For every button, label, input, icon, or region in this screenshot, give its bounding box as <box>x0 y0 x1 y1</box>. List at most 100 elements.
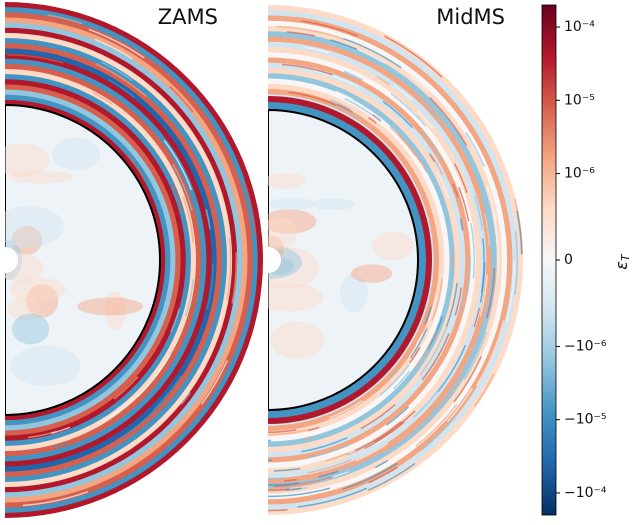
shell-streak <box>273 476 333 488</box>
core-eddy <box>10 345 81 387</box>
shell-streak <box>409 347 421 364</box>
shell-streak <box>330 99 352 111</box>
shell-streak <box>393 84 413 101</box>
shell-streak <box>388 367 400 380</box>
shell-streak <box>113 376 139 400</box>
shell-streak <box>431 278 443 321</box>
shell-streak <box>313 69 359 88</box>
shell-streak <box>420 100 446 129</box>
shell-streak <box>429 96 468 146</box>
shell-streak <box>442 204 453 255</box>
shell-streak <box>325 452 350 462</box>
shell-streak <box>354 421 402 452</box>
shell-streak <box>454 287 463 316</box>
shell-streak <box>459 296 465 314</box>
shell-streak <box>368 466 399 484</box>
shell-streak <box>226 237 232 301</box>
shell-streak <box>408 334 424 359</box>
core-eddy <box>339 274 368 313</box>
shell-streak <box>206 263 214 310</box>
shell-streak <box>268 508 288 512</box>
shell-streak <box>409 339 429 369</box>
shell-streak <box>417 110 434 129</box>
shell-streak <box>268 482 300 486</box>
shell-streak <box>414 329 438 368</box>
core-eddy <box>268 247 320 289</box>
core-eddy <box>5 205 64 248</box>
shell-streak <box>410 328 428 359</box>
shell-streak <box>329 400 363 419</box>
core-eddy <box>371 231 414 261</box>
shell-streak <box>382 100 414 129</box>
shell-streak <box>390 93 427 127</box>
shell-streak <box>303 435 314 440</box>
shell-streak <box>436 371 465 411</box>
shell-streak <box>335 90 353 100</box>
shell-streak <box>101 61 133 82</box>
shell-streak <box>178 399 214 441</box>
shell-streak <box>492 214 499 276</box>
shell-streak <box>421 417 456 451</box>
shell-streak <box>153 375 183 411</box>
shell-streak <box>516 210 523 255</box>
shell-streak <box>88 28 145 59</box>
core-eddy <box>11 225 43 255</box>
shell-streak <box>458 186 470 222</box>
shell-streak <box>480 195 492 251</box>
shell-streak <box>408 74 429 92</box>
colorbar-tick-label: 0 <box>564 252 573 268</box>
shell-streak <box>101 393 139 423</box>
shell-streak <box>360 403 396 430</box>
shell-streak <box>486 267 496 319</box>
shell-streak <box>424 306 432 325</box>
core-eddy <box>9 277 66 303</box>
core <box>268 108 419 412</box>
shell-streak <box>307 459 352 474</box>
shell-streak <box>47 14 82 25</box>
core-eddy <box>8 170 74 184</box>
shell-streak <box>470 223 475 279</box>
colorbar-tick-label: −10⁻⁶ <box>564 338 607 354</box>
shell-streak <box>397 133 422 163</box>
shell-streak <box>459 218 464 231</box>
shell-streak <box>137 353 172 397</box>
shell-streak <box>22 491 89 507</box>
shell-streak <box>172 164 193 211</box>
shell-streak <box>475 320 505 387</box>
shell-streak <box>334 464 352 473</box>
shell-streak <box>434 231 438 248</box>
shell-streak <box>242 179 257 236</box>
colorbar: 10⁻⁴ 10⁻⁵ 10⁻⁶ 0 −10⁻⁶ −10⁻⁵ −10⁻⁴ <box>541 4 607 516</box>
shell-streak <box>184 278 195 317</box>
shell-streak <box>182 196 194 243</box>
core-eddy <box>5 143 50 177</box>
shell-streak <box>415 403 458 447</box>
shell-streak <box>343 72 357 79</box>
shell-streak <box>172 183 184 212</box>
shell-streak <box>342 37 402 69</box>
shell-streak <box>373 410 416 443</box>
shell-streak <box>268 463 309 469</box>
colorbar-tick-label: 10⁻⁵ <box>564 92 595 108</box>
shell-streak <box>478 328 486 345</box>
shell-streak <box>330 39 357 50</box>
shell-streak <box>368 116 377 124</box>
core-eddy <box>350 264 393 283</box>
shell-streak <box>163 139 193 191</box>
core-eddy <box>311 198 356 211</box>
shell-streak <box>268 488 290 491</box>
core-eddy <box>269 197 315 211</box>
shell-streak <box>374 459 389 469</box>
colorbar-tick-label: −10⁻⁵ <box>564 412 607 428</box>
shell-streak <box>318 470 339 478</box>
shell-streak <box>160 212 166 228</box>
shell-streak <box>374 433 393 446</box>
colorbar-fill <box>541 4 557 516</box>
core-eddy <box>51 137 101 171</box>
shell-streak <box>108 78 135 98</box>
shell-streak <box>379 364 410 397</box>
shell-streak <box>268 429 297 434</box>
core-eddy <box>268 172 306 189</box>
shell-streak <box>381 412 434 454</box>
